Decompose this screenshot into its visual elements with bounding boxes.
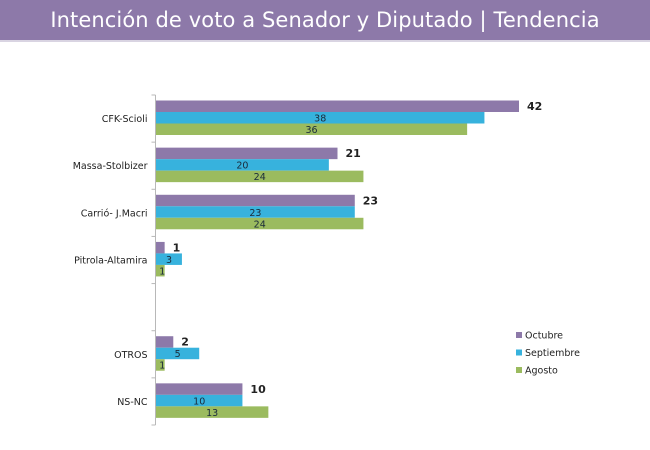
bar-agosto bbox=[156, 264, 165, 277]
legend-label: Agosto bbox=[525, 366, 558, 377]
data-label: 20 bbox=[236, 161, 248, 172]
bar-septiembre bbox=[156, 394, 243, 407]
data-label: 24 bbox=[254, 219, 266, 230]
data-label: 21 bbox=[346, 147, 361, 160]
bar-agosto bbox=[156, 359, 165, 371]
data-label: 2 bbox=[181, 336, 189, 349]
data-label: 36 bbox=[306, 125, 318, 136]
header-bar: Intención de voto a Senador y Diputado |… bbox=[0, 0, 650, 42]
bar-septiembre bbox=[156, 159, 329, 171]
data-label: 23 bbox=[363, 194, 378, 207]
legend: Octubre Septiembre Agosto bbox=[516, 331, 580, 377]
category-label: Pitrola-Altamira bbox=[74, 256, 147, 267]
data-label: 10 bbox=[193, 396, 205, 407]
bar-septiembre bbox=[156, 253, 182, 265]
bar-octubre bbox=[156, 241, 165, 254]
bar-agosto bbox=[156, 170, 364, 183]
data-label: 13 bbox=[206, 408, 218, 419]
data-label: 10 bbox=[250, 383, 266, 396]
legend-label: Octubre bbox=[525, 331, 563, 342]
legend-label: Septiembre bbox=[525, 348, 580, 359]
data-label: 24 bbox=[254, 172, 266, 183]
bar-septiembre bbox=[156, 112, 485, 124]
data-label: 5 bbox=[175, 349, 181, 360]
bar-octubre bbox=[156, 147, 338, 160]
data-label: 23 bbox=[249, 208, 261, 219]
bar-agosto bbox=[156, 217, 364, 230]
bar-septiembre bbox=[156, 206, 355, 218]
bar-agosto bbox=[156, 406, 269, 418]
page-title: Intención de voto a Senador y Diputado |… bbox=[50, 8, 600, 32]
bar-octubre bbox=[156, 383, 243, 395]
labels-layer: CFK-Scioli423836Massa-Stolbizer212024Car… bbox=[73, 100, 543, 419]
data-label: 38 bbox=[314, 114, 326, 125]
data-label: 1 bbox=[173, 241, 181, 254]
category-label: Massa-Stolbizer bbox=[73, 161, 148, 172]
data-label: 42 bbox=[527, 100, 542, 113]
bar-octubre bbox=[156, 194, 355, 207]
data-label: 3 bbox=[166, 255, 172, 266]
data-label: 1 bbox=[159, 361, 165, 372]
bar-octubre bbox=[156, 100, 519, 112]
category-label: Carrió- J.Macri bbox=[81, 208, 148, 219]
category-label: CFK-Scioli bbox=[102, 114, 148, 125]
legend-swatch-agosto bbox=[516, 367, 522, 373]
bar-septiembre bbox=[156, 347, 200, 360]
category-label: OTROS bbox=[114, 350, 147, 361]
axis-layer bbox=[151, 94, 156, 426]
bar-octubre bbox=[156, 336, 174, 348]
category-label: NS-NC bbox=[117, 397, 148, 408]
bars-layer bbox=[156, 100, 519, 418]
data-label: 1 bbox=[159, 266, 165, 277]
legend-swatch-octubre bbox=[516, 332, 522, 338]
bar-agosto bbox=[156, 123, 468, 135]
legend-swatch-septiembre bbox=[516, 349, 522, 356]
